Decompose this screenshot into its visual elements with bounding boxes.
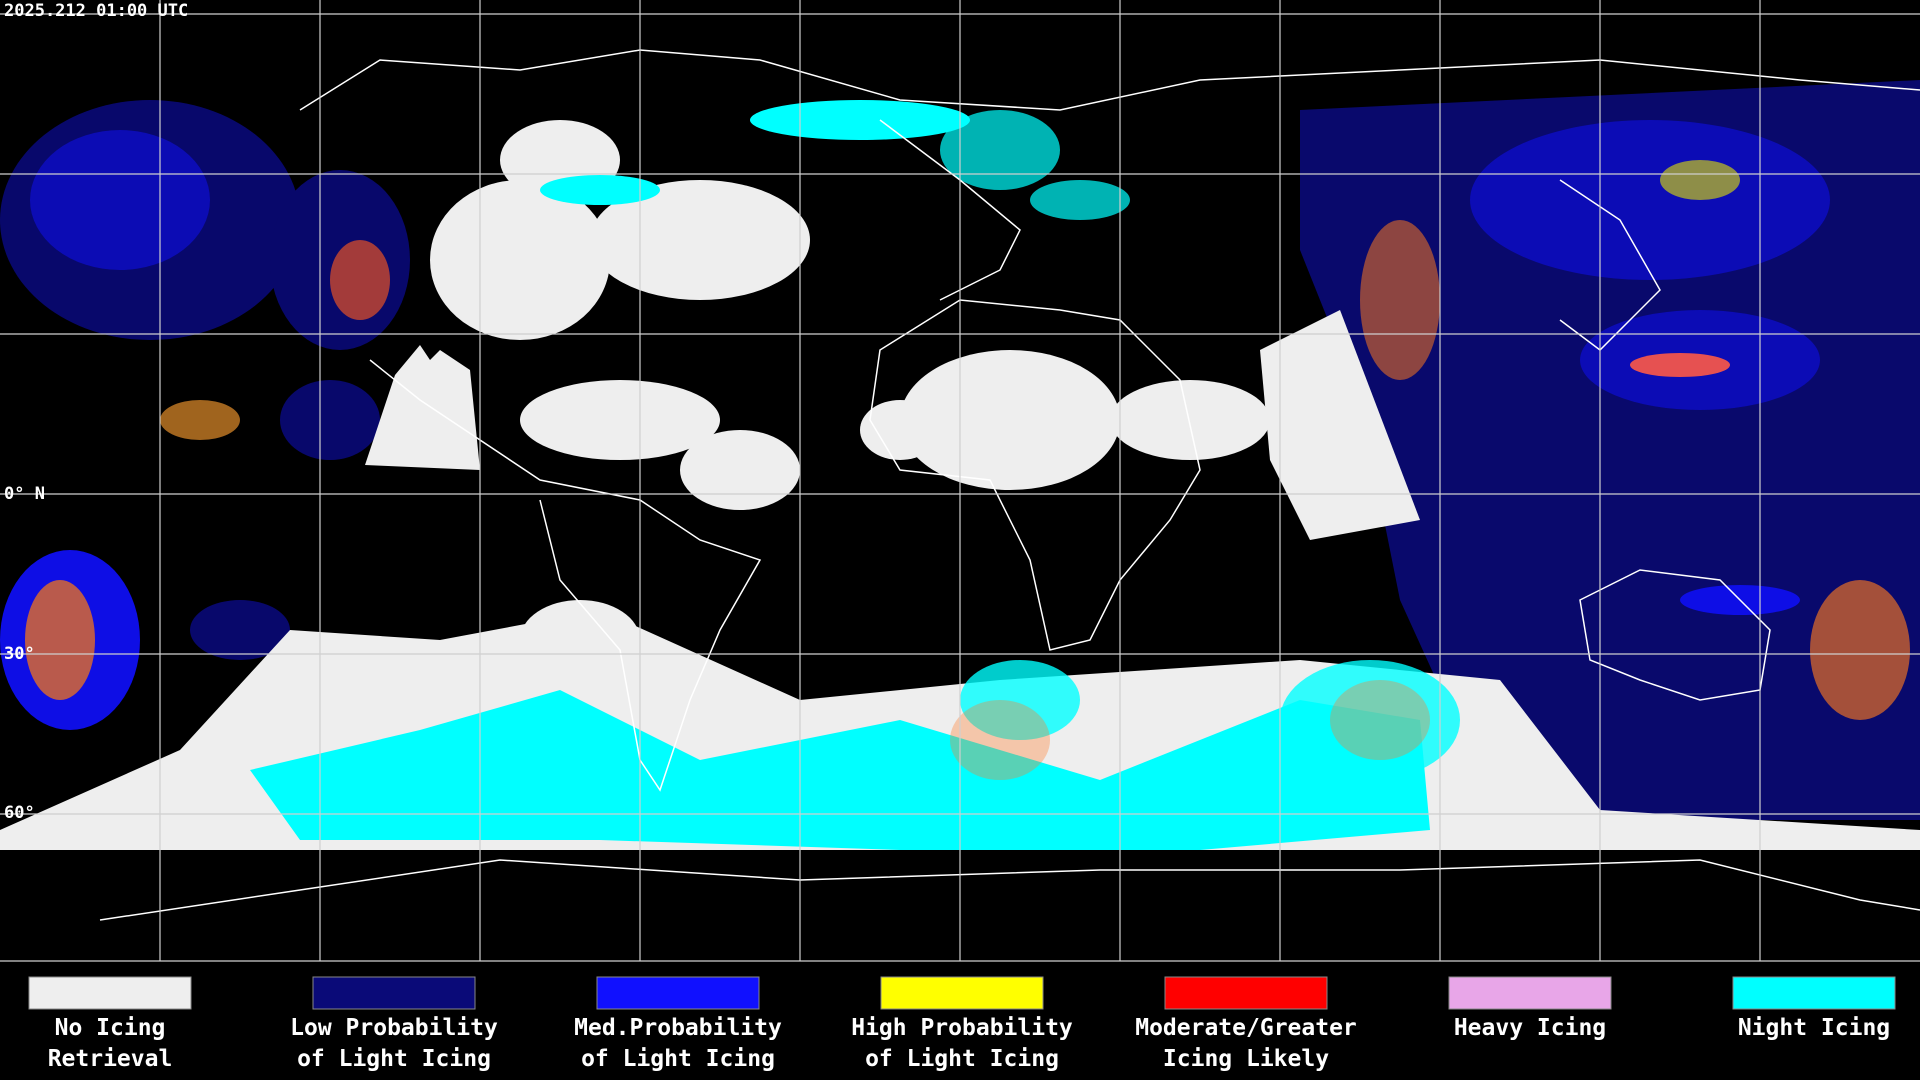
legend-label: Night Icing	[1738, 1015, 1890, 1041]
latitude-label: 60°	[4, 803, 35, 823]
legend-swatch	[312, 976, 476, 1010]
legend-label: High Probability	[851, 1015, 1073, 1041]
latitude-label: 0° N	[4, 484, 45, 504]
legend-swatch	[1448, 976, 1612, 1010]
legend-swatch	[28, 976, 192, 1010]
legend-label: of Light Icing	[297, 1046, 491, 1072]
latitude-label: 30°	[4, 644, 35, 664]
legend-swatch	[880, 976, 1044, 1010]
legend-label: Icing Likely	[1163, 1046, 1329, 1072]
night-icing-north	[540, 100, 1130, 220]
no-icing-north	[365, 120, 1420, 540]
legend-swatch	[1732, 976, 1896, 1010]
legend: No Icing Retrieval Low Probability of Light…	[28, 976, 1896, 1072]
speckle-south	[950, 680, 1430, 780]
legend-swatch	[1164, 976, 1328, 1010]
legend-label: Retrieval	[48, 1046, 173, 1072]
graticule	[0, 0, 1920, 962]
coastlines	[99, 49, 1920, 921]
legend-label: of Light Icing	[865, 1046, 1059, 1072]
legend-label: Low Probability	[290, 1015, 498, 1041]
timestamp: 2025.212 01:00 UTC	[4, 1, 188, 21]
legend-label: of Light Icing	[581, 1046, 775, 1072]
legend-label: Med.Probability	[574, 1015, 782, 1041]
legend-label: Heavy Icing	[1454, 1015, 1606, 1041]
icing-west	[0, 100, 410, 730]
night-icing-south	[250, 660, 1460, 850]
legend-label: Moderate/Greater	[1135, 1015, 1357, 1041]
legend-label: No Icing	[55, 1015, 166, 1041]
legend-swatch	[596, 976, 760, 1010]
